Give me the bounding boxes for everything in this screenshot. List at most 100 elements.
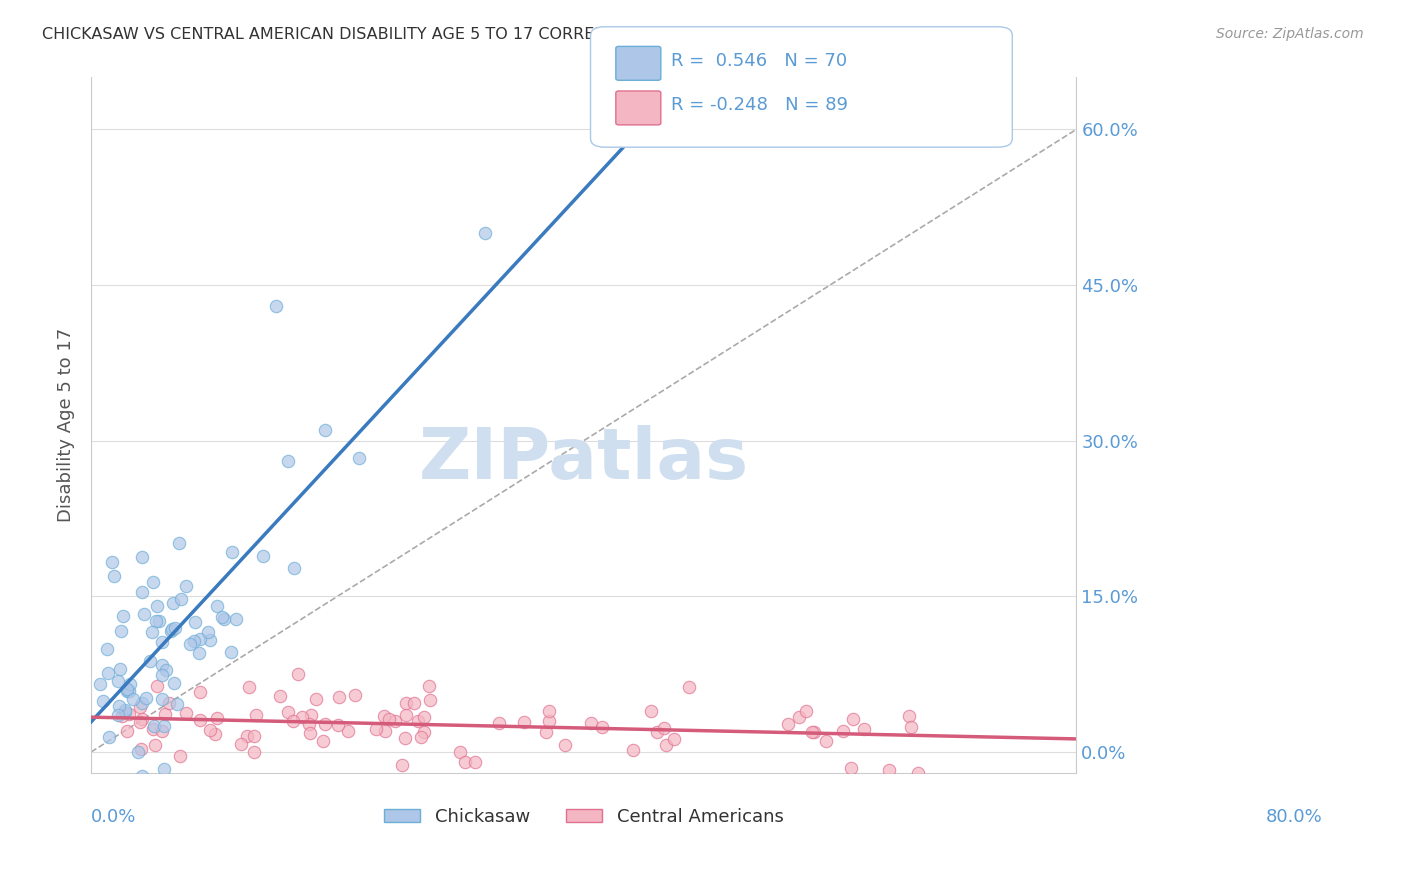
Point bbox=[406, 714, 429, 728]
Legend: Chickasaw, Central Americans: Chickasaw, Central Americans bbox=[377, 801, 790, 833]
Point bbox=[655, 738, 678, 752]
Point bbox=[183, 634, 205, 648]
Point bbox=[554, 738, 576, 752]
Point bbox=[150, 723, 173, 738]
Point bbox=[121, 692, 143, 706]
Point bbox=[900, 720, 922, 734]
Point bbox=[118, 684, 141, 698]
Point bbox=[235, 730, 257, 744]
Point bbox=[277, 454, 299, 468]
Point bbox=[219, 645, 242, 659]
Point bbox=[231, 737, 253, 751]
Point bbox=[143, 719, 166, 733]
Point bbox=[287, 666, 309, 681]
Point bbox=[238, 680, 260, 694]
Point bbox=[384, 714, 406, 728]
Point bbox=[115, 723, 138, 738]
Point bbox=[146, 599, 169, 614]
Point bbox=[402, 696, 425, 710]
Point bbox=[174, 579, 197, 593]
Point bbox=[418, 679, 440, 693]
Point bbox=[298, 726, 321, 740]
Point bbox=[328, 690, 350, 704]
Point bbox=[366, 722, 388, 736]
Text: R = -0.248   N = 89: R = -0.248 N = 89 bbox=[671, 96, 848, 114]
Point bbox=[281, 714, 304, 728]
Point bbox=[190, 685, 212, 699]
Point bbox=[418, 693, 440, 707]
Point bbox=[114, 703, 136, 717]
Point bbox=[197, 625, 219, 640]
Point bbox=[198, 723, 221, 738]
Point bbox=[174, 706, 197, 720]
Point bbox=[150, 667, 173, 681]
Point bbox=[409, 730, 432, 744]
Point bbox=[225, 612, 247, 626]
Point bbox=[789, 709, 811, 723]
Point bbox=[146, 679, 169, 693]
Point bbox=[184, 615, 207, 629]
Point bbox=[153, 762, 176, 776]
Point bbox=[207, 711, 229, 725]
Point bbox=[349, 450, 371, 465]
Point bbox=[114, 705, 136, 719]
Point bbox=[150, 692, 173, 706]
Point bbox=[129, 700, 152, 714]
Point bbox=[188, 632, 211, 646]
Point bbox=[314, 716, 336, 731]
Point bbox=[678, 680, 700, 694]
Point bbox=[326, 718, 349, 732]
Point bbox=[111, 708, 134, 723]
Point bbox=[159, 624, 181, 639]
Point bbox=[252, 549, 274, 563]
Point bbox=[135, 690, 157, 705]
Point bbox=[538, 704, 561, 718]
Point bbox=[139, 654, 162, 668]
Point bbox=[103, 569, 125, 583]
Point bbox=[187, 646, 209, 660]
Point bbox=[89, 677, 111, 691]
Point bbox=[127, 745, 149, 759]
Point bbox=[131, 712, 153, 726]
Point bbox=[839, 761, 862, 775]
Point bbox=[107, 673, 129, 688]
Point bbox=[291, 710, 314, 724]
Point bbox=[143, 739, 166, 753]
Point bbox=[150, 657, 173, 672]
Point bbox=[131, 769, 153, 783]
Point bbox=[165, 621, 187, 635]
Point bbox=[579, 716, 602, 731]
Point bbox=[145, 615, 167, 629]
Point bbox=[343, 688, 366, 702]
Point bbox=[110, 624, 132, 638]
Point bbox=[96, 641, 118, 656]
Text: R =  0.546   N = 70: R = 0.546 N = 70 bbox=[671, 52, 846, 70]
Point bbox=[131, 696, 153, 710]
Point bbox=[907, 765, 929, 780]
Point bbox=[153, 719, 176, 733]
Point bbox=[117, 681, 139, 696]
Point bbox=[449, 745, 471, 759]
Point bbox=[204, 727, 226, 741]
Point bbox=[391, 757, 413, 772]
Point bbox=[412, 725, 434, 739]
Point bbox=[128, 714, 150, 729]
Point bbox=[117, 706, 139, 721]
Point bbox=[776, 717, 799, 731]
Point bbox=[141, 625, 163, 640]
Point bbox=[395, 707, 418, 722]
Point bbox=[98, 730, 121, 744]
Point bbox=[157, 697, 180, 711]
Point bbox=[214, 611, 236, 625]
Point bbox=[640, 704, 662, 718]
Point bbox=[377, 712, 399, 726]
Point bbox=[148, 614, 170, 628]
Point bbox=[488, 716, 510, 731]
Point bbox=[898, 709, 921, 723]
Point bbox=[117, 684, 139, 698]
Point bbox=[163, 676, 186, 690]
Point bbox=[142, 574, 165, 589]
Point bbox=[142, 722, 165, 736]
Point bbox=[395, 696, 418, 710]
Point bbox=[97, 665, 120, 680]
